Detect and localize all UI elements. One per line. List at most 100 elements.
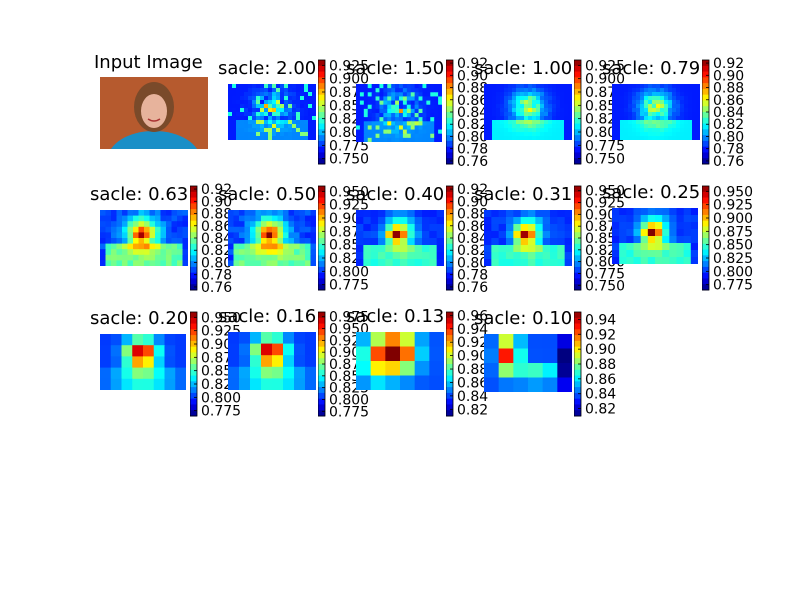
- heatmap-cell: [504, 132, 509, 137]
- heatmap-cell: [668, 120, 673, 125]
- heatmap-cell: [532, 92, 537, 97]
- heatmap-cell: [378, 210, 386, 218]
- heatmap-cell: [528, 334, 544, 350]
- heatmap-cell: [633, 236, 642, 244]
- heatmap-cell: [434, 121, 439, 127]
- heatmap-cell: [240, 84, 245, 89]
- heatmap-cell: [513, 334, 529, 350]
- heatmap-cell: [628, 128, 633, 133]
- colorbar-tick-label: 0.975: [329, 310, 369, 326]
- heatmap-cell: [430, 104, 435, 110]
- heatmap-cell: [668, 132, 673, 137]
- heatmap-cell: [683, 229, 692, 237]
- heatmap-cell: [484, 377, 500, 392]
- heatmap-cell: [379, 117, 384, 122]
- heatmap-cell: [632, 104, 637, 109]
- heatmap-cell: [520, 112, 525, 117]
- heatmap-cell: [540, 136, 545, 140]
- colorbar-segment: [702, 140, 709, 148]
- heatmap-cell: [516, 128, 521, 133]
- heatmap-cell: [668, 108, 673, 113]
- colorbar-segment: [574, 226, 581, 233]
- heatmap-cell: [488, 108, 493, 113]
- heatmap-cell: [664, 116, 669, 121]
- heatmap-cell: [232, 92, 237, 97]
- heatmap-cell: [504, 120, 509, 125]
- heatmap-cell: [564, 210, 572, 218]
- heatmap-cell: [149, 226, 156, 233]
- heatmap-cell: [688, 120, 693, 125]
- heatmap-cell: [383, 129, 388, 135]
- heatmap-cell: [266, 226, 273, 233]
- heatmap-cell: [550, 252, 558, 260]
- colorbar-segment: [446, 123, 453, 130]
- heatmap-cell: [414, 121, 420, 127]
- heatmap-cell: [620, 100, 625, 105]
- heatmap-cell: [244, 215, 251, 222]
- heatmap-cell: [690, 229, 698, 237]
- heatmap-cell: [664, 112, 669, 117]
- colorbar-segment: [318, 335, 325, 342]
- heatmap-cell: [628, 88, 633, 93]
- heatmap-cell: [632, 100, 637, 105]
- heatmap-cell: [496, 92, 501, 97]
- heatmap-cell: [488, 104, 493, 109]
- heatmap-cell: [633, 222, 642, 230]
- heatmap-cell: [228, 226, 235, 233]
- heatmap-cell: [636, 136, 641, 140]
- heatmap-cell: [512, 120, 517, 125]
- heatmap-cell: [636, 132, 641, 137]
- heatmap-cell: [500, 84, 505, 89]
- heatmap-cell: [690, 215, 698, 223]
- heatmap-cell: [683, 250, 692, 258]
- heatmap-cell: [516, 124, 521, 129]
- heatmap-cell: [632, 112, 637, 117]
- heatmap-cell: [153, 378, 166, 390]
- heatmap-cell: [672, 124, 677, 129]
- heatmap-cell: [556, 120, 561, 125]
- heatmap-cell: [548, 136, 553, 140]
- heatmap-cell: [410, 96, 416, 102]
- heatmap-cell: [684, 104, 689, 109]
- heatmap-cell: [690, 250, 698, 258]
- heatmap-cell: [498, 238, 507, 246]
- colorbar-tick-label: 0.775: [329, 138, 369, 154]
- heatmap-cell: [628, 84, 633, 89]
- heatmap-cell: [239, 210, 246, 217]
- heatmap-cell: [410, 137, 416, 142]
- heatmap-cell: [280, 136, 285, 140]
- heatmap-cell: [100, 226, 107, 233]
- colorbar-segment: [446, 94, 453, 101]
- heatmap-cell: [370, 259, 379, 266]
- colorbar-tick-label: 0.775: [201, 404, 241, 420]
- heatmap-cell: [414, 210, 423, 218]
- heatmap-cell: [491, 252, 500, 260]
- heatmap-cell: [692, 132, 697, 137]
- heatmap-cell: [264, 128, 269, 133]
- heatmap-cell: [640, 112, 645, 117]
- heatmap-cell: [264, 116, 269, 121]
- heatmap-cell: [656, 84, 661, 89]
- heatmap-cell: [436, 245, 444, 253]
- heatmap-cell: [535, 252, 544, 260]
- heatmap-cell: [668, 96, 673, 101]
- heatmap-cell: [656, 128, 661, 133]
- heatmap-cell: [676, 236, 685, 244]
- heatmap-cell: [612, 112, 617, 117]
- colorbar-segment: [446, 232, 453, 239]
- heatmap-cell: [367, 121, 373, 127]
- heatmap-cell: [359, 117, 365, 122]
- heatmap-cell: [644, 100, 649, 105]
- colorbar-tick-label: 0.900: [585, 72, 625, 88]
- heatmap-cell: [616, 88, 621, 93]
- heatmap-cell: [612, 88, 617, 93]
- heatmap-cell: [111, 210, 118, 217]
- heatmap-cell: [410, 129, 416, 135]
- heatmap-cell: [626, 229, 635, 237]
- heatmap-cell: [402, 121, 408, 127]
- heatmap-cell: [491, 210, 500, 218]
- heatmap-cell: [488, 120, 493, 125]
- heatmap-cell: [488, 100, 493, 105]
- heatmap-cell: [232, 112, 237, 117]
- heatmap-cell: [248, 120, 253, 125]
